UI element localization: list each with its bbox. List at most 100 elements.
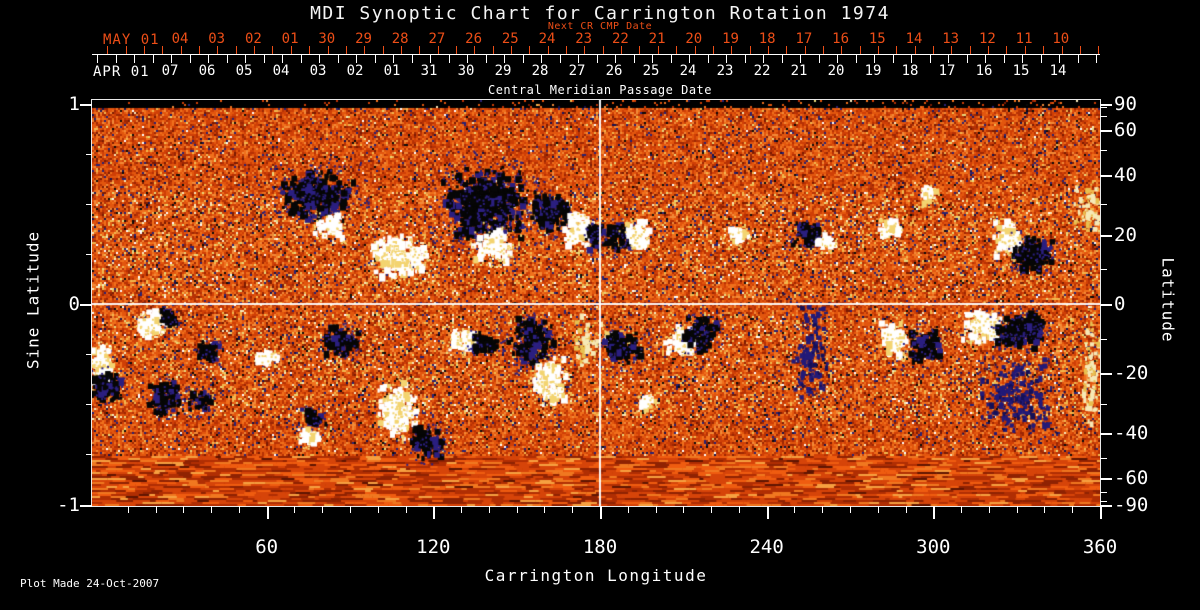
cmp-tick [929, 54, 931, 63]
longitude-tick [488, 506, 490, 513]
cmp-tick [263, 54, 265, 63]
next-cr-day-label: 30 [318, 31, 336, 47]
longitude-tick-label: 300 [916, 536, 951, 558]
next-cr-tick [180, 46, 182, 54]
cmp-tick [245, 54, 246, 63]
cmp-tick [189, 54, 191, 63]
plot-made-label: Plot Made 24-Oct-2007 [20, 577, 160, 590]
longitude-tick [766, 506, 769, 519]
next-cr-tick [988, 46, 990, 54]
cmp-day-label: 29 [494, 63, 512, 79]
latitude-tick [1100, 504, 1112, 507]
cmp-tick [337, 54, 339, 63]
longitude-tick [655, 506, 657, 513]
longitude-tick [1100, 506, 1102, 519]
latitude-tick [1100, 269, 1107, 271]
latitude-tick [1100, 203, 1107, 205]
next-cr-tick [437, 46, 439, 54]
longitude-tick [1044, 506, 1046, 513]
next-cr-tick [859, 46, 861, 54]
next-cr-tick [933, 46, 935, 54]
latitude-tick [1100, 115, 1107, 117]
longitude-tick [683, 506, 685, 513]
next-cr-tick [492, 46, 494, 54]
next-cr-tick [657, 46, 659, 54]
next-cr-tick [455, 46, 457, 54]
sine-latitude-tick [80, 304, 92, 306]
cmp-tick [874, 54, 875, 63]
cmp-day-label: 25 [642, 63, 660, 79]
cmp-tick [985, 54, 986, 63]
longitude-tick [322, 506, 324, 513]
next-cr-day-label: 22 [611, 31, 629, 47]
sine-latitude-axis-title: Sine Latitude [23, 230, 43, 370]
longitude-tick [1072, 506, 1074, 513]
magnetogram-canvas [92, 100, 1100, 506]
cmp-tick [448, 54, 450, 63]
longitude-tick [572, 506, 574, 513]
longitude-tick [905, 506, 907, 513]
longitude-tick [738, 506, 740, 513]
next-cr-tick [107, 46, 109, 54]
cmp-tick [1096, 54, 1097, 63]
longitude-axis-title: Carrington Longitude [484, 566, 708, 585]
next-cr-day-label: 20 [685, 31, 703, 47]
next-cr-tick [951, 46, 953, 54]
longitude-tick [544, 506, 546, 513]
next-cr-tick [712, 46, 714, 54]
next-cr-tick [969, 46, 971, 54]
next-cr-tick [125, 46, 127, 54]
cmp-tick [1003, 54, 1005, 63]
next-cr-tick [639, 46, 641, 54]
next-cr-day-label: 18 [758, 31, 776, 47]
next-cr-tick [254, 46, 256, 54]
next-cr-day-label: 16 [832, 31, 850, 47]
next-cr-tick [749, 46, 751, 54]
latitude-tick [1100, 372, 1112, 375]
cmp-month-label: APR 01 [93, 64, 150, 80]
cmp-day-label: 27 [568, 63, 586, 79]
longitude-tick [1016, 506, 1018, 513]
longitude-tick [850, 506, 851, 513]
cmp-tick [430, 54, 431, 63]
cmp-tick [911, 54, 912, 63]
sine-latitude-tick [86, 253, 92, 255]
longitude-tick [627, 506, 629, 513]
next-cr-tick [309, 46, 311, 54]
cmp-tick [522, 54, 524, 63]
cmp-tick [689, 54, 690, 63]
next-cr-day-label: 21 [648, 31, 666, 47]
longitude-tick [238, 506, 240, 513]
next-cr-tick [822, 46, 824, 54]
next-cr-day-label: 01 [281, 31, 299, 47]
cmp-tick [800, 54, 801, 63]
next-cr-day-label: 26 [465, 31, 483, 47]
next-cr-day-label: 02 [244, 31, 262, 47]
cmp-tick [504, 54, 505, 63]
latitude-tick-label: -40 [1114, 421, 1149, 444]
cmp-tick [1022, 54, 1023, 63]
longitude-tick [350, 506, 351, 513]
cmp-tick [966, 54, 968, 63]
cmp-tick [541, 54, 542, 63]
cmp-day-label: 06 [198, 63, 216, 79]
cmp-tick [633, 54, 635, 63]
next-cr-day-label: 29 [355, 31, 372, 47]
cmp-tick [356, 54, 357, 63]
cmp-tick [837, 54, 838, 63]
next-cr-tick [621, 46, 623, 54]
cmp-tick [744, 54, 746, 63]
cmp-tick [615, 54, 616, 63]
latitude-tick [1100, 235, 1112, 238]
next-cr-tick [914, 46, 916, 54]
cmp-day-label: 31 [420, 63, 438, 79]
next-cr-day-label: 17 [795, 31, 813, 47]
next-cr-tick [529, 46, 531, 54]
next-cr-tick [786, 46, 788, 54]
cmp-tick [855, 54, 857, 63]
latitude-tick [1100, 304, 1112, 306]
next-cr-day-label: 10 [1052, 31, 1070, 47]
sine-latitude-tick [80, 103, 92, 106]
latitude-tick-label: 60 [1114, 119, 1137, 142]
next-cr-tick [290, 46, 292, 54]
